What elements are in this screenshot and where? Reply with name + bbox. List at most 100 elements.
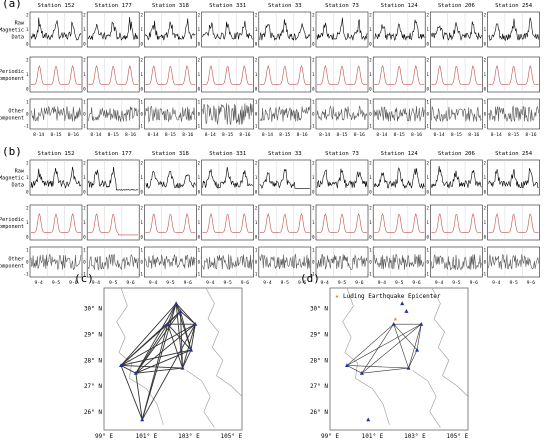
x-tick-label: 105° E — [447, 433, 469, 440]
subplot-frame — [201, 246, 254, 278]
y-tick-label: 1 — [26, 100, 29, 105]
y-tick-label: 2 — [83, 13, 86, 18]
x-tick-label: 9-4 — [321, 280, 330, 286]
x-tick-label: 8-15 — [279, 132, 290, 138]
x-tick-label: 9-5 — [395, 280, 404, 286]
x-tick-label: 9-4 — [206, 280, 215, 286]
subplot-frame — [372, 11, 426, 48]
network-edge — [175, 303, 196, 325]
y-tick-label: 1 — [26, 72, 29, 77]
y-tick-label: 0 — [369, 260, 372, 265]
y-tick-label: -1 — [252, 272, 257, 277]
series-line-raw — [202, 166, 253, 189]
x-tick-label: 8-15 — [451, 132, 462, 138]
station-title: Station 318 — [152, 3, 190, 9]
y-tick-label: 1 — [140, 248, 143, 253]
y-tick-label: 0 — [83, 235, 86, 240]
y-tick-label: 2 — [369, 13, 372, 18]
y-tick-label: 0 — [426, 112, 429, 117]
y-tick-label: 1 — [198, 27, 201, 32]
y-tick-label: 0 — [484, 190, 487, 195]
y-tick-label: 0 — [255, 235, 258, 240]
subplot-frame — [315, 56, 369, 93]
x-tick-label: 9-4 — [378, 280, 387, 286]
subplot-frame — [144, 11, 197, 48]
series-line-other — [87, 106, 139, 122]
subplot-frame — [430, 204, 483, 241]
y-tick-label: 0 — [140, 190, 143, 195]
y-tick-label: 1 — [140, 27, 143, 32]
network-edge — [120, 323, 196, 366]
y-tick-label: 0 — [198, 87, 201, 92]
subplot-frame — [487, 159, 540, 196]
x-tick-label: 9-4 — [35, 280, 44, 286]
province-boundary — [186, 370, 215, 428]
network-edge — [141, 324, 169, 420]
station-marker — [359, 371, 364, 375]
y-tick-label: 2 — [426, 58, 429, 63]
epicenter-marker: ★ — [393, 315, 398, 323]
series-line-raw — [30, 166, 82, 189]
y-tick-label: 0 — [484, 235, 487, 240]
series-line-raw — [431, 21, 482, 41]
subplot-frame — [315, 11, 369, 48]
network-edge — [180, 310, 196, 325]
subplot-frame — [258, 11, 312, 48]
subplot-frame — [315, 204, 369, 241]
series-line-raw — [374, 19, 425, 41]
y-tick-label: 0 — [83, 42, 86, 47]
network-edge — [167, 323, 192, 351]
network-edge — [346, 365, 409, 369]
station-title: Station 254 — [495, 3, 533, 9]
subplot-frame — [29, 11, 83, 48]
subplot-frame — [86, 246, 140, 278]
x-tick-label: 8-14 — [205, 132, 216, 138]
province-boundary — [205, 287, 243, 397]
y-tick-label: 1 — [484, 100, 487, 105]
x-tick-label: 9-4 — [92, 280, 101, 286]
subplot-frame — [29, 98, 83, 130]
subplot-frame — [430, 11, 483, 48]
x-tick-label: 9-5 — [223, 280, 232, 286]
y-tick-label: 2 — [26, 206, 29, 211]
y-tick-label: -1 — [424, 124, 429, 129]
x-tick-label: 9-5 — [52, 280, 61, 286]
x-tick-label: 8-16 — [239, 132, 250, 138]
network-edge — [120, 349, 192, 366]
x-tick-label: 9-6 — [184, 280, 193, 286]
y-tick-label: 0 — [198, 190, 201, 195]
network-edge — [182, 349, 192, 369]
y-tick-label: -1 — [81, 272, 86, 277]
row-label-other: Other — [8, 257, 24, 263]
x-tick-label: 8-16 — [182, 132, 193, 138]
station-marker — [344, 363, 349, 368]
y-tick-label: 0 — [484, 112, 487, 117]
y-tick-label: 1 — [140, 72, 143, 77]
subplot-frame — [487, 11, 540, 48]
network-edge — [135, 323, 169, 374]
network-edge — [141, 323, 196, 420]
series-line-other — [259, 106, 311, 122]
y-tick-label: 2 — [83, 58, 86, 63]
panel-label: (a) — [2, 0, 22, 10]
x-tick-label: 9-6 — [69, 280, 78, 286]
row-label-other: Component — [0, 116, 24, 122]
y-tick-label: 0 — [198, 112, 201, 117]
network-edge — [182, 324, 196, 369]
y-tick-label: -1 — [367, 124, 372, 129]
y-tick-label: 2 — [255, 58, 258, 63]
subplot-frame — [144, 204, 197, 241]
y-tick-label: 2 — [312, 58, 315, 63]
y-tick-label: 1 — [83, 100, 86, 105]
series-line-periodic — [259, 213, 310, 233]
series-line-raw — [488, 168, 539, 189]
series-line-other — [431, 254, 482, 271]
station-title: Station 318 — [152, 151, 190, 157]
network-edge — [135, 373, 143, 420]
y-tick-label: 1 — [83, 27, 86, 32]
row-label-raw: Data — [12, 183, 25, 189]
x-tick-label: 8-16 — [68, 132, 79, 138]
series-line-periodic — [88, 65, 139, 85]
subplot-frame — [430, 98, 483, 130]
